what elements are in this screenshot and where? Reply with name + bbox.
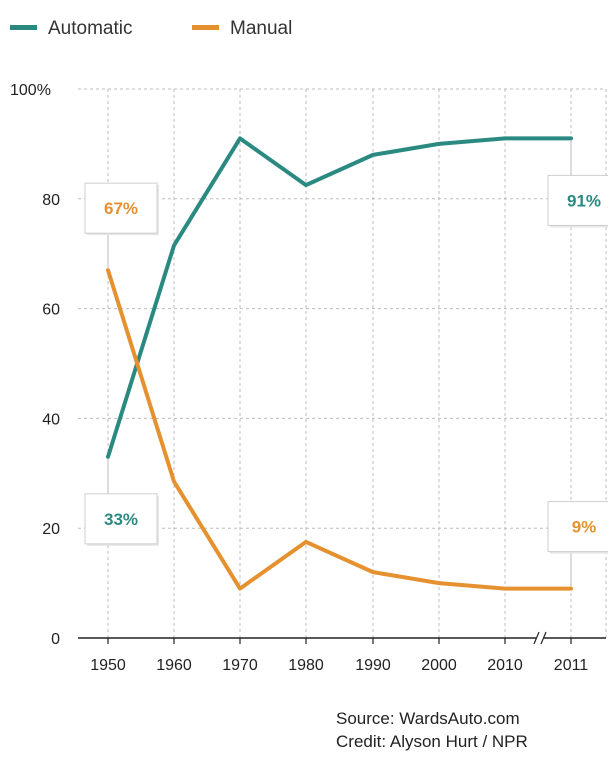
x-tick-label: 1960	[156, 657, 192, 674]
legend-swatch	[192, 25, 219, 30]
source-credit: Source: WardsAuto.com Credit: Alyson Hur…	[336, 707, 528, 753]
y-tick-label: 20	[42, 521, 60, 538]
axis-break-mark	[540, 631, 547, 645]
x-tick-label: 1950	[90, 657, 126, 674]
series-line-manual	[106, 268, 573, 591]
callouts: 67% 33% 91% 9%	[84, 140, 608, 587]
source-text: Source: WardsAuto.com	[336, 709, 520, 728]
axis-break-mark	[533, 631, 540, 645]
y-tick-label: 40	[42, 411, 60, 428]
x-tick-label: 2000	[421, 657, 457, 674]
x-axis: 1950 1960 1970 1980 1990 2000 2010 2011	[78, 631, 606, 674]
legend-swatch	[10, 25, 37, 30]
x-tick-label: 1980	[288, 657, 324, 674]
legend: Automatic Manual	[10, 18, 292, 39]
series-lines	[106, 136, 573, 591]
legend-item-manual: Manual	[192, 18, 292, 39]
series-line-automatic	[106, 136, 573, 459]
callout-label: 91%	[567, 191, 601, 210]
callout-manual-1950: 67%	[84, 182, 159, 269]
y-tick-label: 0	[51, 631, 60, 648]
callout-box	[84, 182, 158, 234]
legend-item-automatic: Automatic	[10, 18, 132, 39]
x-tick-label: 1990	[355, 657, 391, 674]
axis-break-gap	[536, 631, 544, 645]
legend-label: Manual	[230, 18, 292, 39]
callout-automatic-1950: 33%	[84, 458, 159, 546]
y-tick-label: 100%	[10, 82, 51, 99]
callout-label: 67%	[104, 199, 138, 218]
credit-text: Credit: Alyson Hurt / NPR	[336, 732, 528, 751]
grid	[78, 88, 607, 638]
x-tick-label: 2010	[487, 657, 523, 674]
y-axis: 0 20 40 60 80 100%	[10, 82, 60, 648]
y-tick-label: 60	[42, 302, 60, 319]
callout-manual-2011: 9%	[547, 501, 608, 587]
callout-automatic-2011: 91%	[547, 140, 608, 228]
callout-box	[84, 493, 158, 545]
callout-box	[547, 501, 608, 553]
y-tick-label: 80	[42, 192, 60, 209]
callout-label: 33%	[104, 510, 138, 529]
x-tick-label: 2011	[554, 657, 589, 674]
legend-label: Automatic	[48, 18, 132, 39]
callout-label: 9%	[572, 518, 597, 537]
callout-box	[547, 174, 608, 226]
x-tick-label: 1970	[222, 657, 258, 674]
